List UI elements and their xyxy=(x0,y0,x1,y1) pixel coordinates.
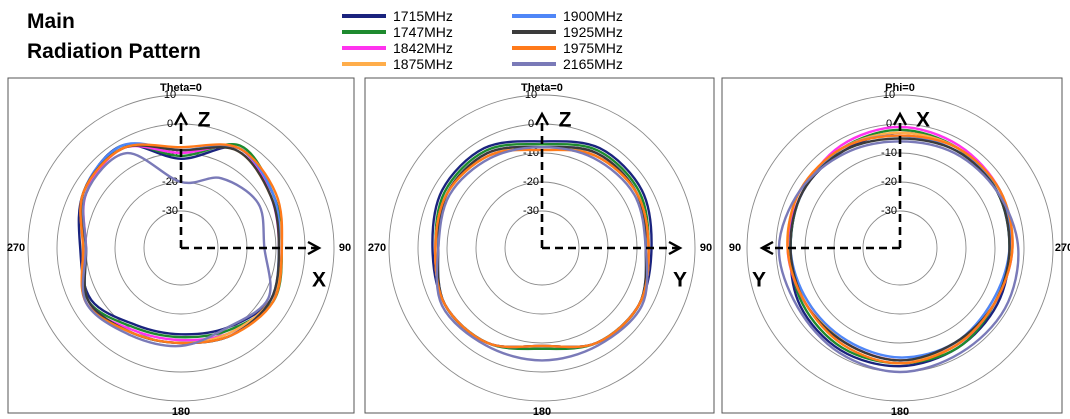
grid-ring xyxy=(862,210,938,286)
legend-item: 1925MHz xyxy=(512,23,623,40)
axis-horizontal-arrow xyxy=(307,240,322,256)
series-line xyxy=(434,142,650,351)
legend-label: 1715MHz xyxy=(393,7,453,24)
grid-ring xyxy=(388,94,696,402)
legend-item: 1715MHz xyxy=(342,7,453,24)
grid-ring xyxy=(504,210,580,286)
grid-ring xyxy=(143,210,219,286)
axis-horizontal-arrow xyxy=(668,240,683,256)
legend-swatch xyxy=(342,29,386,34)
legend-label: 1875MHz xyxy=(393,55,453,72)
legend-label: 1747MHz xyxy=(393,23,453,40)
legend-swatch xyxy=(342,45,386,50)
angle-label-right: 270 xyxy=(1055,242,1070,254)
angle-label-bottom: 180 xyxy=(172,406,190,418)
grid-ring xyxy=(746,94,1054,402)
axis-up-arrow xyxy=(892,111,908,126)
grid-ring xyxy=(27,94,335,402)
axis-horizontal-letter: Y xyxy=(752,269,766,292)
angle-label-bottom: 180 xyxy=(533,406,551,418)
legend-label: 2165MHz xyxy=(563,55,623,72)
series-line xyxy=(435,146,649,362)
legend-swatch xyxy=(512,13,556,18)
axis-up-arrow xyxy=(173,111,189,126)
angle-label-left: 270 xyxy=(7,242,25,254)
ring-label: -10 xyxy=(881,147,897,159)
legend-label: 1842MHz xyxy=(393,39,453,56)
angle-label-left: 270 xyxy=(368,242,386,254)
legend-swatch xyxy=(342,13,386,18)
series-line xyxy=(434,148,650,349)
ring-label: 0 xyxy=(528,118,534,130)
plane-label: Theta=0 xyxy=(521,82,563,94)
ring-label: 0 xyxy=(167,118,173,130)
chart-frame xyxy=(364,77,715,414)
ring-label: -20 xyxy=(881,176,897,188)
chart-title-main: Main xyxy=(27,10,75,33)
legend-item: 1747MHz xyxy=(342,23,453,40)
ring-label: 10 xyxy=(164,89,176,101)
axis-horizontal-letter: X xyxy=(312,269,326,292)
series-line xyxy=(79,143,284,345)
ring-label: 0 xyxy=(886,118,892,130)
legend-swatch xyxy=(512,29,556,34)
axis-up-letter: Z xyxy=(559,109,572,132)
legend-item: 1900MHz xyxy=(512,7,623,24)
plane-label: Theta=0 xyxy=(160,82,202,94)
plane-label: Phi=0 xyxy=(885,82,915,94)
legend-swatch xyxy=(342,61,386,66)
axis-horizontal-letter: Y xyxy=(673,269,687,292)
axis-up-letter: X xyxy=(916,109,930,132)
axis-up-letter: Z xyxy=(198,109,211,132)
series-line xyxy=(777,140,1020,374)
ring-label: -30 xyxy=(162,205,178,217)
legend: 1715MHz 1747MHz 1842MHz 1875MHz 1900MHz … xyxy=(342,8,662,74)
legend-label: 1900MHz xyxy=(563,7,623,24)
legend-item: 1842MHz xyxy=(342,39,453,56)
ring-label: -30 xyxy=(881,205,897,217)
legend-label: 1925MHz xyxy=(563,23,623,40)
ring-label: 10 xyxy=(525,89,537,101)
axis-horizontal-arrow xyxy=(759,240,774,256)
angle-label-left: 90 xyxy=(729,242,741,254)
axis-up-arrow xyxy=(534,111,550,126)
legend-swatch xyxy=(512,61,556,66)
legend-item: 2165MHz xyxy=(512,55,623,72)
angle-label-right: 90 xyxy=(700,242,712,254)
ring-label: -30 xyxy=(523,205,539,217)
legend-swatch xyxy=(512,45,556,50)
chart-title-radiation-pattern: Radiation Pattern xyxy=(27,40,201,63)
angle-label-bottom: 180 xyxy=(891,406,909,418)
legend-item: 1875MHz xyxy=(342,55,453,72)
series-line xyxy=(81,151,272,348)
ring-label: -20 xyxy=(523,176,539,188)
angle-label-right: 90 xyxy=(339,242,351,254)
legend-item: 1975MHz xyxy=(512,39,623,56)
legend-label: 1975MHz xyxy=(563,39,623,56)
ring-label: 10 xyxy=(883,89,895,101)
